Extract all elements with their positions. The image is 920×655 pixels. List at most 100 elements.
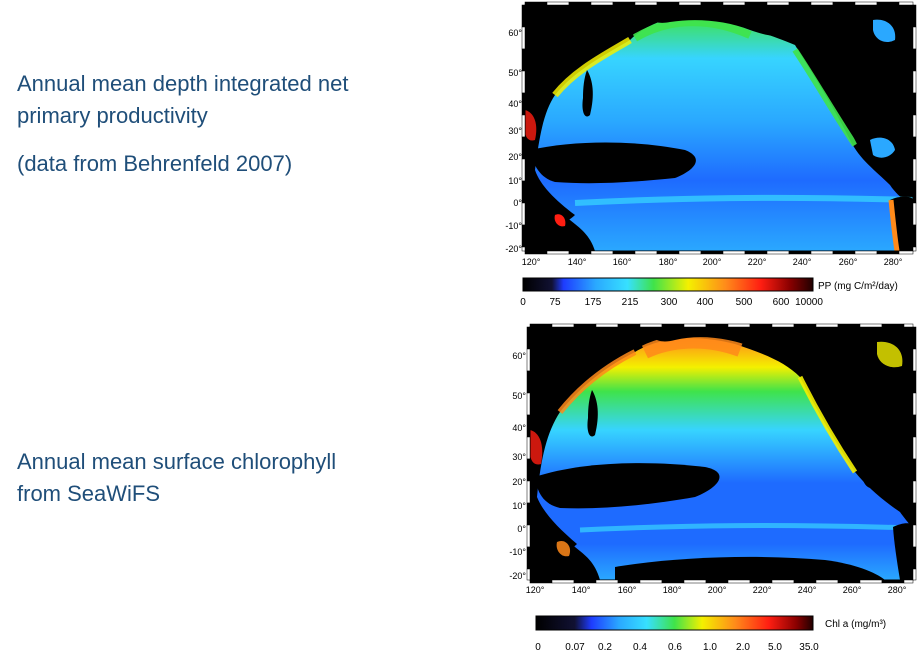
pp-axis-border-segment [521,4,526,28]
chl-axis-border-segment [912,546,917,570]
chl-axis-border-segment [573,323,597,328]
pp-lon-labels: 120° 140° 160° 180° 200° 220° 240° 260° … [522,257,903,267]
chl-axis-border-segment [526,348,531,372]
pp-axis-border-segment [854,1,878,6]
chl-colorbar [535,615,814,631]
pp-axis-border-segment [612,1,636,6]
pp-alaska-rim [632,18,752,42]
chl-axis-border-segment [771,323,795,328]
pp-colorbar-ticks: 0 75 175 215 300 400 500 600 10000 [520,297,823,308]
chl-axis-border-segment [881,579,905,584]
pp-colorbar-tick: 175 [585,297,602,308]
chl-map-plot [530,327,913,580]
pp-axis-border-segment [854,250,878,255]
pp-axis-border-segment [656,1,680,6]
pp-lat-label: 30° [508,126,522,136]
pp-axis-border-segment [700,1,724,6]
pp-lat-label: 20° [508,152,522,162]
pp-axis-border-segment [568,1,592,6]
chl-colorbar-tick: 0.2 [598,642,612,653]
chl-lon-label: 140° [572,585,591,595]
pp-colorbar-tick: 75 [549,297,561,308]
pp-axis-border-segment [912,136,917,160]
pp-axis-border-segment [524,250,548,255]
pp-axis-border-segment [912,26,917,50]
chl-colorbar-tick: 2.0 [736,642,750,653]
pp-colorbar-title: PP (mg C/m²/day) [818,281,898,292]
chl-china-coast [530,430,543,465]
pp-colorbar-tick: 600 [773,297,790,308]
pp-axis-border-segment [912,202,917,226]
pp-axis-border-segment [656,250,680,255]
chl-axis-border-segment [526,502,531,526]
pp-lat-label: -20° [505,244,522,254]
chl-axis-border-segment [639,323,663,328]
pp-lat-label: -10° [505,221,522,231]
pp-axis-border-segment [810,250,834,255]
pp-axis-border-segment [521,48,526,72]
pp-lon-label: 200° [703,257,722,267]
pp-land-asia [525,5,615,160]
pp-lat-label: 40° [508,99,522,109]
chl-axis-border-segment [749,579,773,584]
pp-axis-border-segment [766,1,790,6]
chl-axis-border-segment [526,524,531,548]
chl-map-figure: 60° 50° 40° 30° 20° 10° 0° -10° -20° 120… [509,323,917,653]
chl-axis-border-segment [526,436,531,460]
chl-colorbar-tick: 0.6 [668,642,682,653]
pp-axis-border-segment [912,92,917,116]
chl-axis-border-segment [912,436,917,460]
chl-axis-border-segment [859,323,883,328]
pp-axis-border-segment [876,1,900,6]
chl-axis-border-segment [551,323,575,328]
chl-axis-border-segment [903,579,914,584]
chl-axis-border-segment [793,579,817,584]
pp-lon-label: 260° [839,257,858,267]
chl-axis-border-segment [551,579,575,584]
pp-axis-border-segment [678,1,702,6]
chl-california-rim [797,375,858,474]
pp-axis-border-segment [678,250,702,255]
pp-land-north-america [795,5,913,160]
pp-axis-border-segment [524,1,548,6]
chl-axis-border-segment [912,392,917,416]
chl-lat-label: 40° [512,423,526,433]
chl-lon-label: 260° [843,585,862,595]
chl-axis-border [526,323,917,584]
pp-axis-border-segment [590,1,614,6]
pp-china-coast [525,110,537,141]
pp-axis-border-segment [912,224,917,248]
pp-colorbar-tick: 10000 [795,297,823,308]
pp-axis-border-segment [612,250,636,255]
chl-axis-border-segment [529,323,553,328]
pp-lat-label: 0° [513,198,522,208]
chl-axis-border-segment [815,579,839,584]
pp-land-alaska [645,5,795,36]
chl-axis-border-segment [705,323,729,328]
chl-north-gyre [535,463,720,509]
chl-axis-border-segment [912,524,917,548]
pp-axis-border-segment [832,250,856,255]
chl-south-gyre [615,556,885,580]
pp-axis-border-segment [912,4,917,28]
pp-axis-border-segment [521,180,526,204]
pp-axis-border-segment [898,250,914,255]
chl-axis-border-segment [617,323,641,328]
chl-axis-border-segment [529,579,553,584]
pp-map-figure: 60° 50° 40° 30° 20° 10° 0° -10° -20° 120… [505,1,917,308]
chl-axis-border-segment [881,323,905,328]
chl-axis-border-segment [526,546,531,570]
pp-axis-border-segment [912,246,917,252]
chl-indonesia-shelf [556,540,571,557]
pp-lon-label: 240° [793,257,812,267]
pp-lon-label: 220° [748,257,767,267]
pp-axis-border-segment [788,250,812,255]
pp-axis-border-segment [568,250,592,255]
chl-axis-border-segment [912,502,917,526]
chl-land-asia [530,327,620,482]
chl-axis-border-segment [526,326,531,350]
chl-axis-border-segment [617,579,641,584]
pp-lon-label: 280° [884,257,903,267]
pp-indonesia-hotspot [554,214,566,227]
chl-colorbar-tick: 5.0 [768,642,782,653]
